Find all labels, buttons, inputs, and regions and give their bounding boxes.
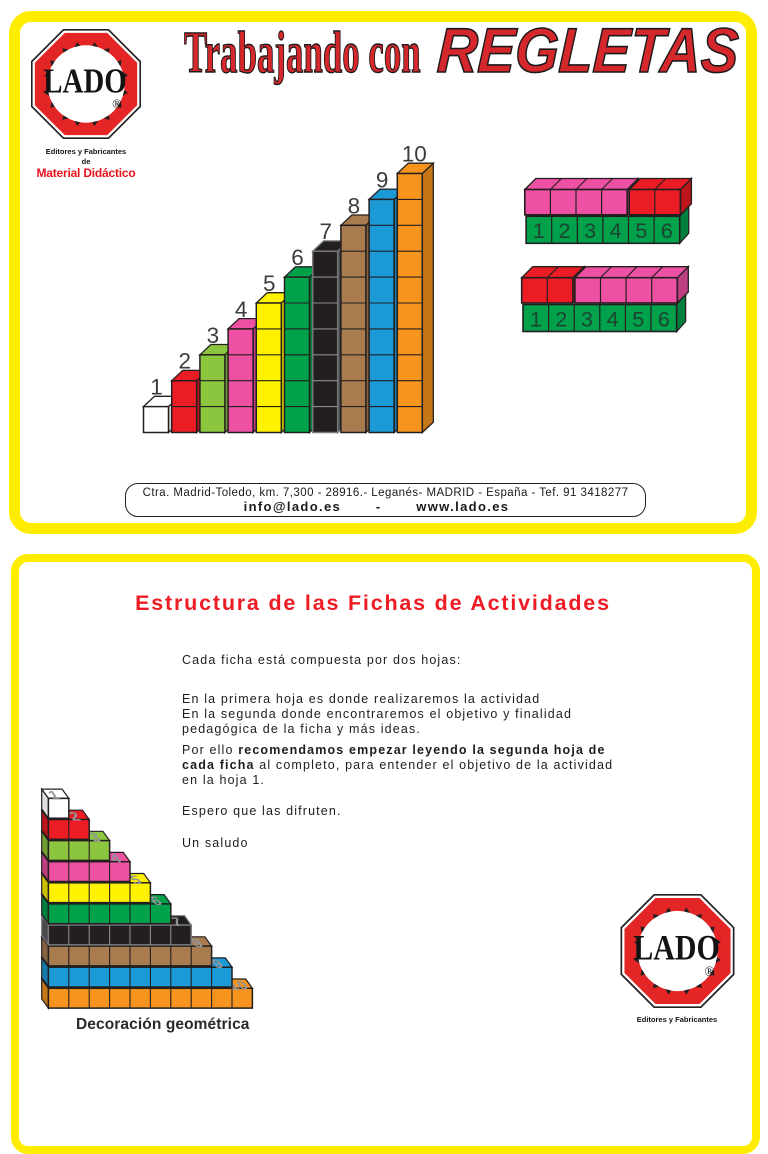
svg-text:4: 4 [610, 219, 622, 243]
svg-text:5: 5 [263, 271, 276, 296]
svg-text:3: 3 [584, 219, 596, 243]
svg-text:2: 2 [559, 219, 571, 243]
svg-text:1: 1 [533, 219, 545, 243]
svg-text:8: 8 [348, 193, 361, 218]
svg-text:2: 2 [555, 307, 567, 331]
svg-text:5: 5 [632, 307, 644, 331]
svg-text:9: 9 [376, 167, 389, 192]
svg-text:1: 1 [530, 307, 542, 331]
svg-text:3: 3 [207, 323, 220, 348]
svg-text:4: 4 [607, 307, 619, 331]
svg-text:5: 5 [635, 219, 647, 243]
svg-text:6: 6 [661, 219, 673, 243]
svg-text:6: 6 [291, 245, 304, 270]
svg-text:10: 10 [402, 142, 427, 167]
svg-text:1: 1 [150, 375, 163, 400]
svg-text:3: 3 [581, 307, 593, 331]
svg-text:6: 6 [658, 307, 670, 331]
svg-text:4: 4 [235, 297, 248, 322]
svg-text:7: 7 [319, 219, 332, 244]
svg-text:2: 2 [178, 349, 191, 374]
